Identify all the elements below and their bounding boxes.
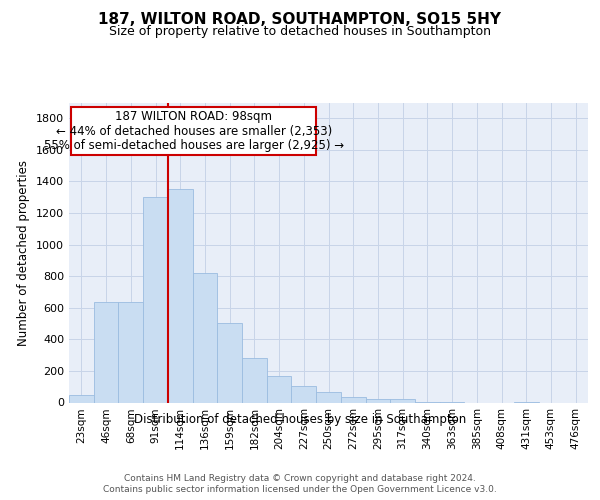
- Bar: [341, 397, 365, 402]
- Bar: [193, 273, 217, 402]
- Text: 55% of semi-detached houses are larger (2,925) →: 55% of semi-detached houses are larger (…: [44, 140, 344, 152]
- Bar: [267, 376, 292, 402]
- Bar: [292, 386, 316, 402]
- Bar: [118, 302, 143, 402]
- Bar: [143, 197, 168, 402]
- Bar: [71, 107, 316, 156]
- Text: Contains public sector information licensed under the Open Government Licence v3: Contains public sector information licen…: [103, 485, 497, 494]
- Text: Contains HM Land Registry data © Crown copyright and database right 2024.: Contains HM Land Registry data © Crown c…: [124, 474, 476, 483]
- Text: 187, WILTON ROAD, SOUTHAMPTON, SO15 5HY: 187, WILTON ROAD, SOUTHAMPTON, SO15 5HY: [98, 12, 502, 28]
- Text: Size of property relative to detached houses in Southampton: Size of property relative to detached ho…: [109, 25, 491, 38]
- Bar: [69, 396, 94, 402]
- Bar: [390, 400, 415, 402]
- Bar: [242, 358, 267, 403]
- Text: 187 WILTON ROAD: 98sqm: 187 WILTON ROAD: 98sqm: [115, 110, 272, 124]
- Text: ← 44% of detached houses are smaller (2,353): ← 44% of detached houses are smaller (2,…: [56, 125, 332, 138]
- Bar: [94, 302, 118, 402]
- Bar: [316, 392, 341, 402]
- Bar: [365, 400, 390, 402]
- Y-axis label: Number of detached properties: Number of detached properties: [17, 160, 31, 346]
- Bar: [168, 190, 193, 402]
- Text: Distribution of detached houses by size in Southampton: Distribution of detached houses by size …: [134, 412, 466, 426]
- Bar: [217, 323, 242, 402]
